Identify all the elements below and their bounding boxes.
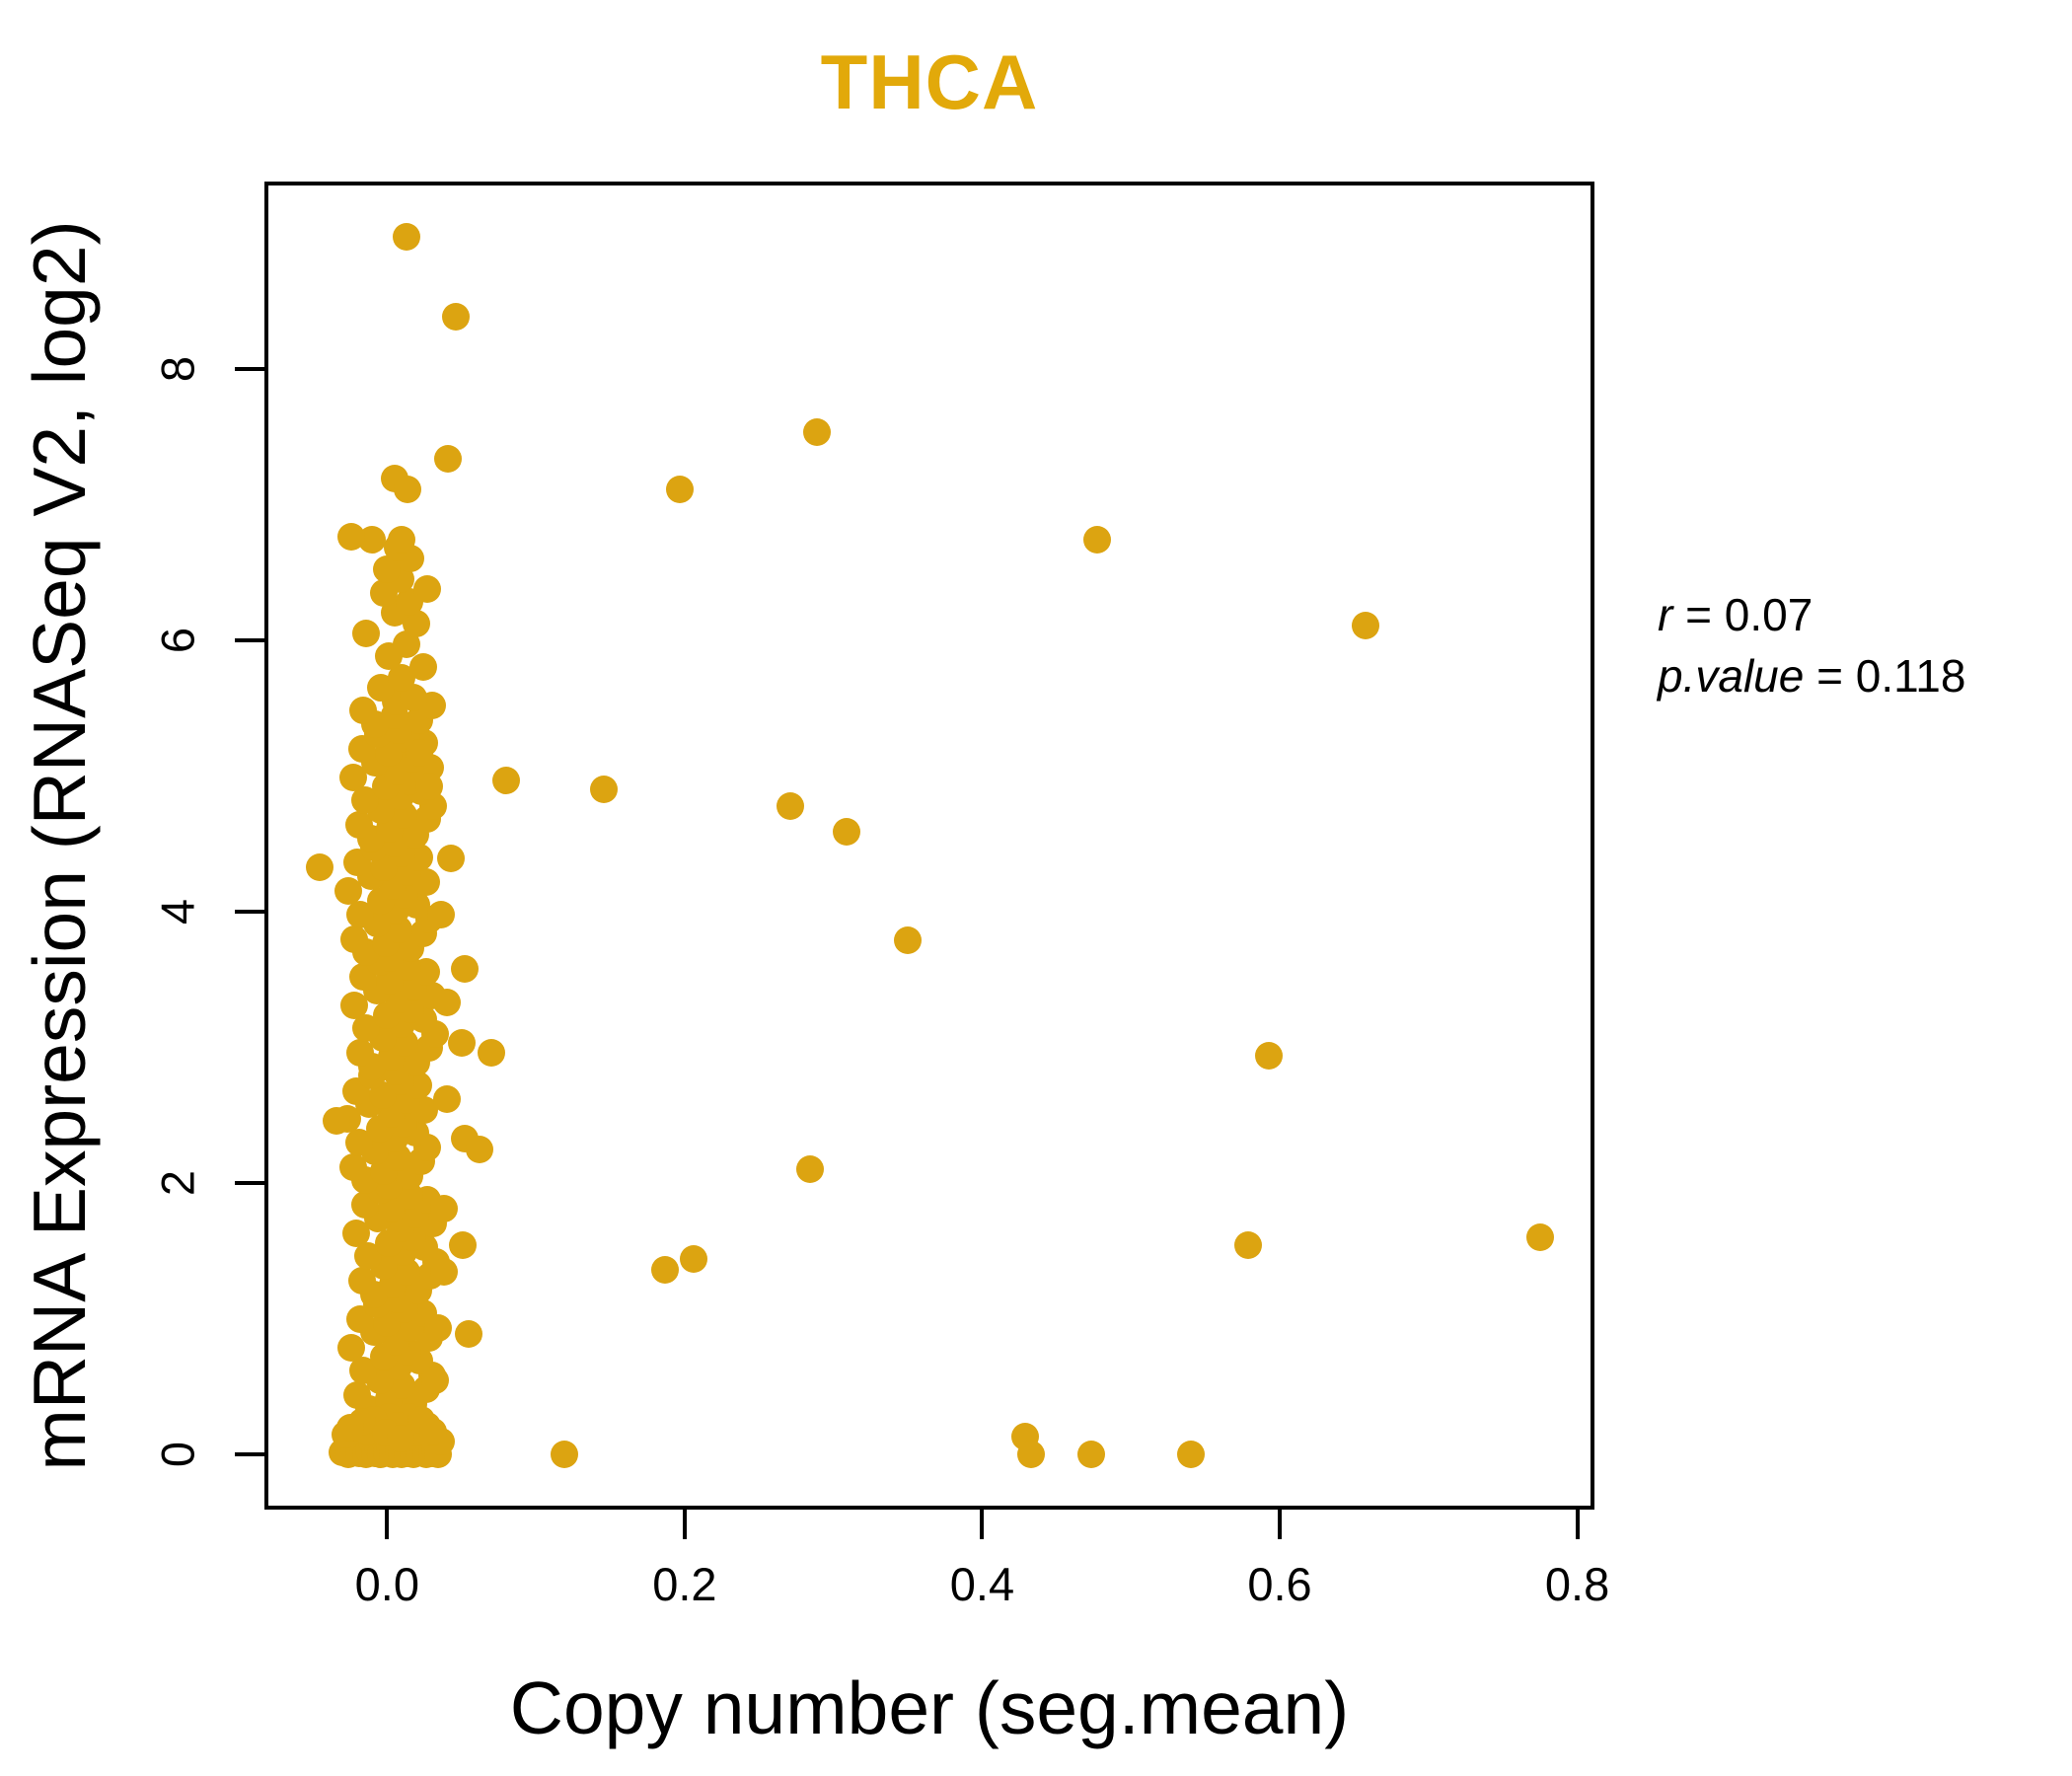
data-point xyxy=(550,1441,578,1469)
data-point xyxy=(491,766,520,794)
data-point xyxy=(335,1413,364,1442)
y-axis-title: mRNA Expression (RNASeq V2, log2) xyxy=(18,220,101,1471)
data-point xyxy=(1017,1441,1046,1469)
data-point xyxy=(1525,1223,1554,1252)
x-tick-mark xyxy=(1575,1510,1580,1539)
y-tick-label: 2 xyxy=(151,1170,204,1197)
data-point xyxy=(1234,1231,1263,1260)
data-point xyxy=(419,1417,448,1445)
x-tick-mark xyxy=(385,1510,390,1539)
x-tick-label: 0.6 xyxy=(1247,1558,1312,1610)
data-point xyxy=(477,1039,505,1068)
data-point xyxy=(432,1084,461,1113)
data-point xyxy=(406,739,434,768)
y-tick-mark xyxy=(235,1452,264,1457)
data-point xyxy=(1082,526,1111,555)
plot-border xyxy=(264,182,1594,1510)
y-tick-label: 8 xyxy=(151,355,204,382)
data-point xyxy=(420,1366,449,1394)
data-point xyxy=(426,900,455,928)
data-point xyxy=(455,1319,483,1348)
data-point xyxy=(437,845,466,873)
data-point xyxy=(441,303,470,332)
chart-title: THCA xyxy=(820,38,1039,125)
data-point xyxy=(449,1231,478,1260)
data-point xyxy=(349,697,378,725)
p-value: = 0.118 xyxy=(1804,650,1966,702)
r-variable: r xyxy=(1658,589,1673,640)
data-point xyxy=(423,1314,452,1343)
p-variable: p.value xyxy=(1658,650,1805,702)
data-point xyxy=(447,1029,476,1058)
data-point xyxy=(1255,1041,1284,1070)
data-point xyxy=(1352,611,1380,639)
data-point xyxy=(894,925,923,954)
data-point xyxy=(413,574,442,603)
data-point xyxy=(388,526,416,555)
data-point xyxy=(1176,1441,1205,1469)
data-point xyxy=(429,1257,458,1286)
y-tick-mark xyxy=(235,909,264,914)
x-axis-title: Copy number (seg.mean) xyxy=(509,1666,1350,1749)
x-tick-label: 0.4 xyxy=(949,1558,1015,1610)
data-point xyxy=(465,1135,493,1163)
correlation-r-line: r = 0.07 xyxy=(1658,584,1965,645)
y-tick-label: 0 xyxy=(151,1442,204,1468)
data-point xyxy=(414,773,443,801)
data-point xyxy=(590,776,619,804)
correlation-annotation: r = 0.07 p.value = 0.118 xyxy=(1658,584,1965,706)
data-point xyxy=(795,1155,824,1184)
x-tick-label: 0.0 xyxy=(354,1558,419,1610)
data-point xyxy=(803,418,832,447)
data-point xyxy=(394,476,422,504)
y-tick-mark xyxy=(235,1181,264,1186)
data-point xyxy=(666,476,695,504)
correlation-p-line: p.value = 0.118 xyxy=(1658,645,1965,706)
data-point xyxy=(432,989,461,1017)
data-point xyxy=(306,852,334,881)
data-point xyxy=(434,444,463,473)
x-tick-mark xyxy=(682,1510,687,1539)
data-point xyxy=(651,1256,680,1285)
data-point xyxy=(392,223,420,252)
x-tick-mark xyxy=(980,1510,985,1539)
data-point xyxy=(337,523,366,552)
x-tick-label: 0.8 xyxy=(1544,1558,1610,1610)
data-point xyxy=(408,653,437,682)
data-point xyxy=(679,1245,707,1274)
data-point xyxy=(1076,1441,1105,1469)
y-tick-label: 6 xyxy=(151,627,204,653)
data-point xyxy=(386,1424,414,1452)
r-value: = 0.07 xyxy=(1672,589,1813,640)
y-tick-mark xyxy=(235,366,264,371)
data-point xyxy=(429,1195,458,1223)
data-point xyxy=(352,619,381,647)
x-tick-mark xyxy=(1278,1510,1283,1539)
data-point xyxy=(776,791,804,820)
y-tick-label: 4 xyxy=(151,898,204,925)
plot-area: 0.0 0.2 0.4 0.6 0.8 0 2 4 6 8 xyxy=(152,185,1609,1610)
x-tick-label: 0.2 xyxy=(652,1558,717,1610)
data-point xyxy=(833,817,861,846)
data-point xyxy=(323,1106,351,1135)
data-point xyxy=(450,954,479,983)
y-tick-mark xyxy=(235,637,264,642)
